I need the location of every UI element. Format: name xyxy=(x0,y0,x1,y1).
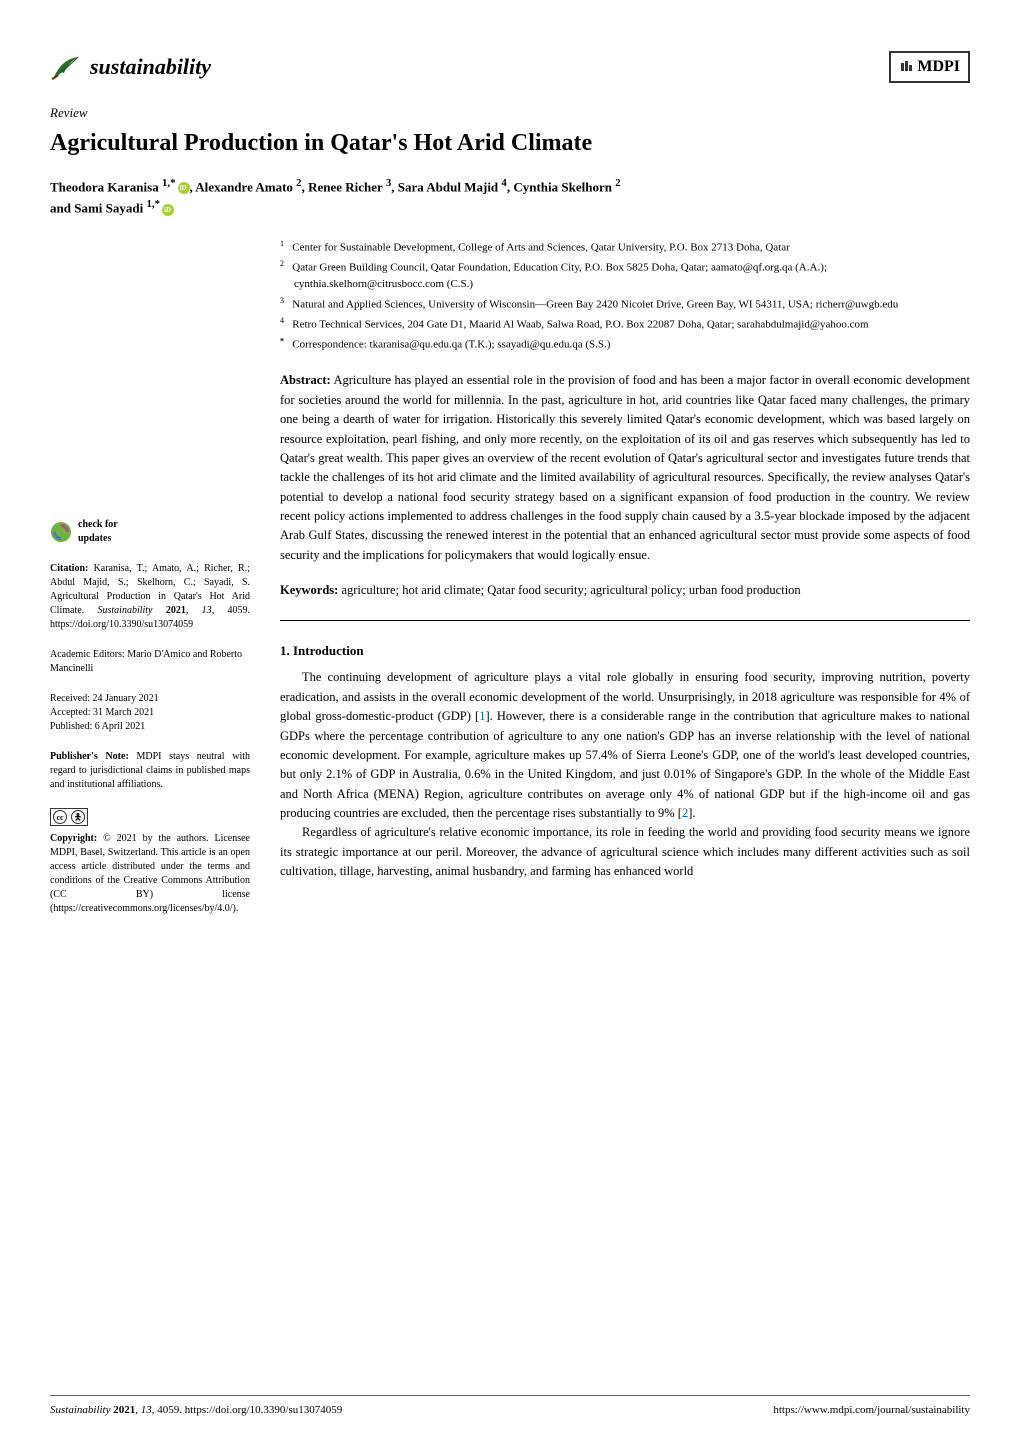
keywords-text: agriculture; hot arid climate; Qatar foo… xyxy=(338,583,800,597)
author-5: , Cynthia Skelhorn xyxy=(507,179,615,194)
cc-badge: cc 🯅 xyxy=(50,808,88,826)
publisher-logo: MDPI xyxy=(889,51,970,83)
check-updates-label: check forupdates xyxy=(78,518,118,546)
citation-label: Citation: xyxy=(50,563,88,574)
citation-block: Citation: Karanisa, T.; Amato, A.; Riche… xyxy=(50,562,250,632)
page-footer: Sustainability 2021, 13, 4059. https://d… xyxy=(50,1395,970,1419)
dates-block: Received: 24 January 2021 Accepted: 31 M… xyxy=(50,692,250,734)
author-3: , Renee Richer xyxy=(302,179,386,194)
sidebar: check forupdates Citation: Karanisa, T.;… xyxy=(50,238,250,932)
abstract: Abstract: Agriculture has played an esse… xyxy=(280,371,970,565)
authors: Theodora Karanisa 1,*, Alexandre Amato 2… xyxy=(50,175,970,219)
footer-url[interactable]: https://www.mdpi.com/journal/sustainabil… xyxy=(773,1402,970,1419)
affiliations: 1 Center for Sustainable Development, Co… xyxy=(280,238,970,353)
by-icon: 🯅 xyxy=(71,810,85,824)
footer-citation: Sustainability 2021, 13, 4059. https://d… xyxy=(50,1402,342,1419)
journal-logo: sustainability xyxy=(50,50,211,83)
license-block: cc 🯅 Copyright: © 2021 by the authors. L… xyxy=(50,808,250,916)
mdpi-icon xyxy=(899,59,915,75)
pubnote-label: Publisher's Note: xyxy=(50,751,129,762)
article-title: Agricultural Production in Qatar's Hot A… xyxy=(50,125,970,161)
author-6: and Sami Sayadi xyxy=(50,201,146,216)
author-2: , Alexandre Amato xyxy=(190,179,297,194)
check-updates-icon xyxy=(50,521,72,543)
copyright-label: Copyright: xyxy=(50,833,97,844)
affiliation-4: 4 Retro Technical Services, 204 Gate D1,… xyxy=(294,315,970,333)
author-4: , Sara Abdul Majid xyxy=(391,179,501,194)
abstract-label: Abstract: xyxy=(280,373,331,387)
publisher-name: MDPI xyxy=(917,55,960,79)
intro-para-1: The continuing development of agricultur… xyxy=(280,668,970,823)
published-date: Published: 6 April 2021 xyxy=(50,720,250,734)
keywords-label: Keywords: xyxy=(280,583,338,597)
leaf-icon xyxy=(50,51,82,83)
journal-name: sustainability xyxy=(90,50,211,83)
affiliation-2: 2 Qatar Green Building Council, Qatar Fo… xyxy=(294,258,970,293)
author-1: Theodora Karanisa xyxy=(50,179,162,194)
section-1-heading: 1. Introduction xyxy=(280,641,970,661)
affiliation-3: 3 Natural and Applied Sciences, Universi… xyxy=(294,295,970,313)
page-header: sustainability MDPI xyxy=(50,50,970,83)
accepted-date: Accepted: 31 March 2021 xyxy=(50,706,250,720)
cc-icon: cc xyxy=(53,810,67,824)
intro-para-2: Regardless of agriculture's relative eco… xyxy=(280,823,970,881)
abstract-text: Agriculture has played an essential role… xyxy=(280,373,970,561)
section-divider xyxy=(280,620,970,621)
keywords: Keywords: agriculture; hot arid climate;… xyxy=(280,581,970,600)
editors-block: Academic Editors: Mario D'Amico and Robe… xyxy=(50,648,250,676)
received-date: Received: 24 January 2021 xyxy=(50,692,250,706)
affiliation-1: 1 Center for Sustainable Development, Co… xyxy=(294,238,970,256)
article-type: Review xyxy=(50,103,970,123)
orcid-icon xyxy=(178,182,190,194)
check-updates-badge[interactable]: check forupdates xyxy=(50,518,250,546)
publisher-note-block: Publisher's Note: MDPI stays neutral wit… xyxy=(50,750,250,792)
correspondence: * Correspondence: tkaranisa@qu.edu.qa (T… xyxy=(294,335,970,353)
orcid-icon xyxy=(162,204,174,216)
main-content: 1 Center for Sustainable Development, Co… xyxy=(280,238,970,932)
